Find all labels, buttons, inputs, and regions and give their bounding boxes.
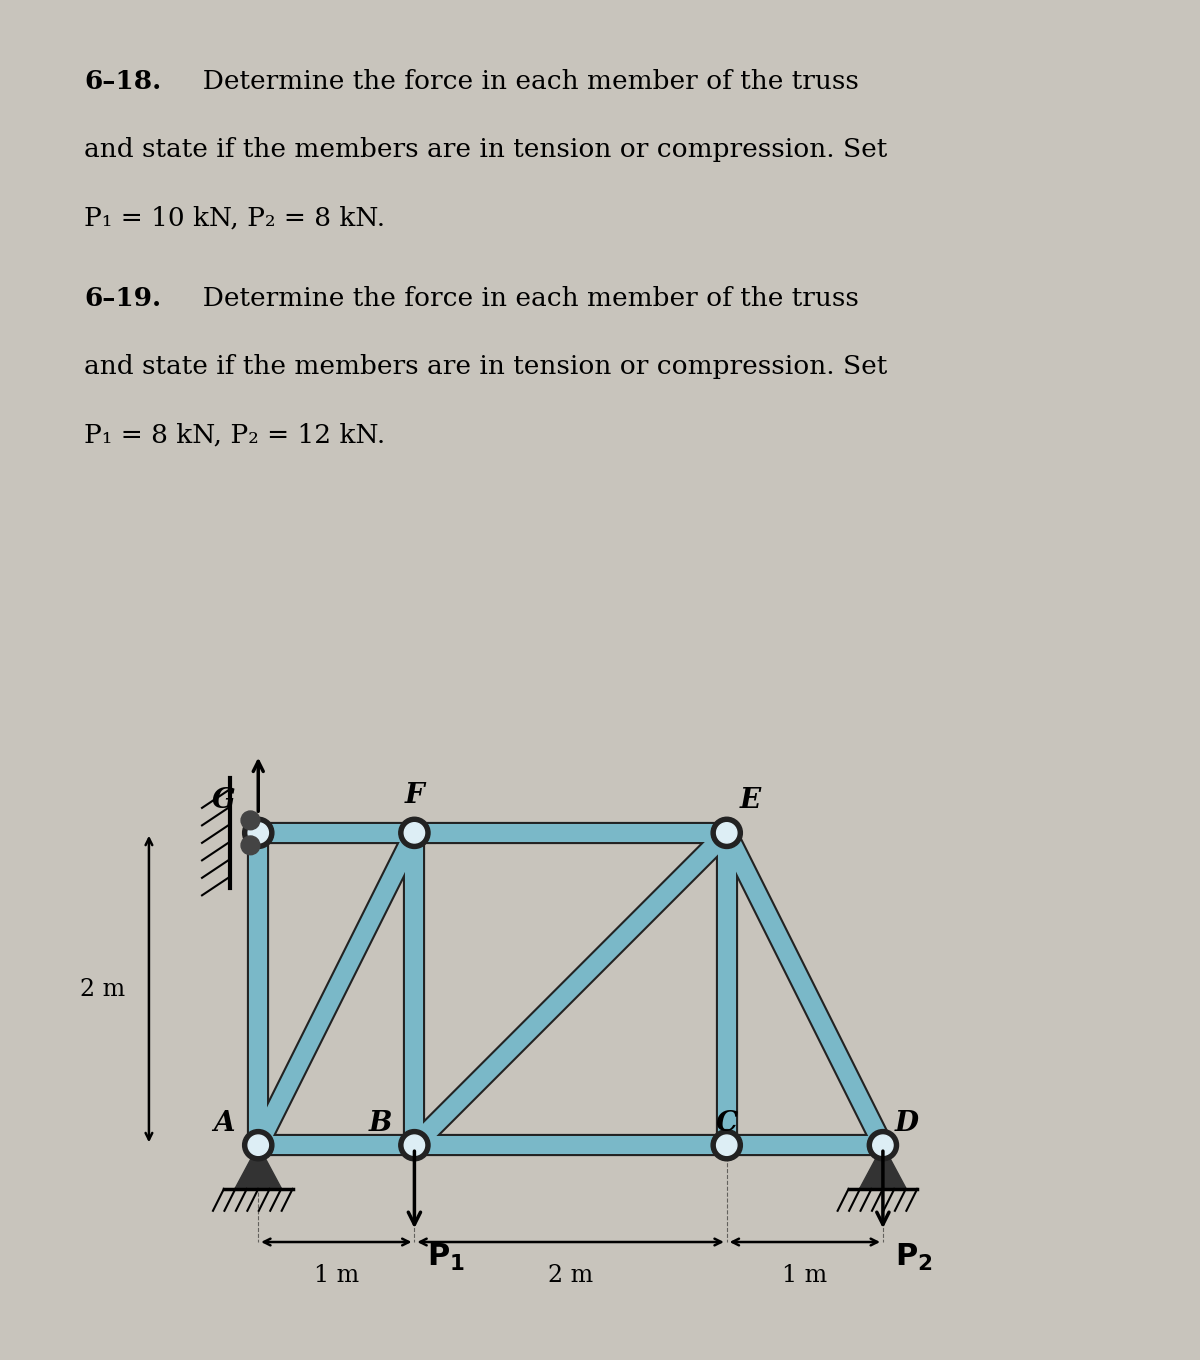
Text: F: F bbox=[404, 782, 425, 809]
Text: $\mathbf{P_2}$: $\mathbf{P_2}$ bbox=[895, 1242, 934, 1273]
Circle shape bbox=[716, 1136, 737, 1156]
Text: 6–18.: 6–18. bbox=[84, 68, 161, 94]
Circle shape bbox=[868, 1130, 899, 1161]
Circle shape bbox=[404, 823, 425, 843]
Text: B: B bbox=[368, 1110, 392, 1137]
Text: 2 m: 2 m bbox=[80, 978, 126, 1001]
Circle shape bbox=[398, 817, 430, 849]
Text: and state if the members are in tension or compression. Set: and state if the members are in tension … bbox=[84, 354, 887, 379]
Text: $\mathbf{P_1}$: $\mathbf{P_1}$ bbox=[427, 1242, 464, 1273]
Text: D: D bbox=[894, 1110, 918, 1137]
Circle shape bbox=[242, 817, 274, 849]
Text: 6–19.: 6–19. bbox=[84, 286, 161, 310]
Text: P₁ = 8 kN, P₂ = 12 kN.: P₁ = 8 kN, P₂ = 12 kN. bbox=[84, 423, 385, 447]
Circle shape bbox=[404, 1136, 425, 1156]
Text: Determine the force in each member of the truss: Determine the force in each member of th… bbox=[186, 68, 859, 94]
Circle shape bbox=[872, 1136, 893, 1156]
Text: G: G bbox=[212, 787, 235, 815]
Text: 2 m: 2 m bbox=[548, 1263, 593, 1287]
Circle shape bbox=[248, 1136, 269, 1156]
Text: and state if the members are in tension or compression. Set: and state if the members are in tension … bbox=[84, 137, 887, 162]
Text: P₁ = 10 kN, P₂ = 8 kN.: P₁ = 10 kN, P₂ = 8 kN. bbox=[84, 205, 385, 231]
Circle shape bbox=[242, 1130, 274, 1161]
Circle shape bbox=[398, 1130, 430, 1161]
Text: A: A bbox=[214, 1110, 235, 1137]
Circle shape bbox=[716, 823, 737, 843]
Text: 1 m: 1 m bbox=[313, 1263, 359, 1287]
Text: E: E bbox=[739, 787, 761, 815]
Circle shape bbox=[712, 1130, 743, 1161]
Circle shape bbox=[712, 817, 743, 849]
Polygon shape bbox=[235, 1145, 282, 1189]
Text: C: C bbox=[715, 1110, 738, 1137]
Text: Determine the force in each member of the truss: Determine the force in each member of th… bbox=[186, 286, 859, 310]
Circle shape bbox=[241, 836, 260, 854]
Circle shape bbox=[241, 811, 260, 830]
Polygon shape bbox=[859, 1145, 906, 1189]
Text: 1 m: 1 m bbox=[782, 1263, 827, 1287]
Circle shape bbox=[248, 823, 269, 843]
